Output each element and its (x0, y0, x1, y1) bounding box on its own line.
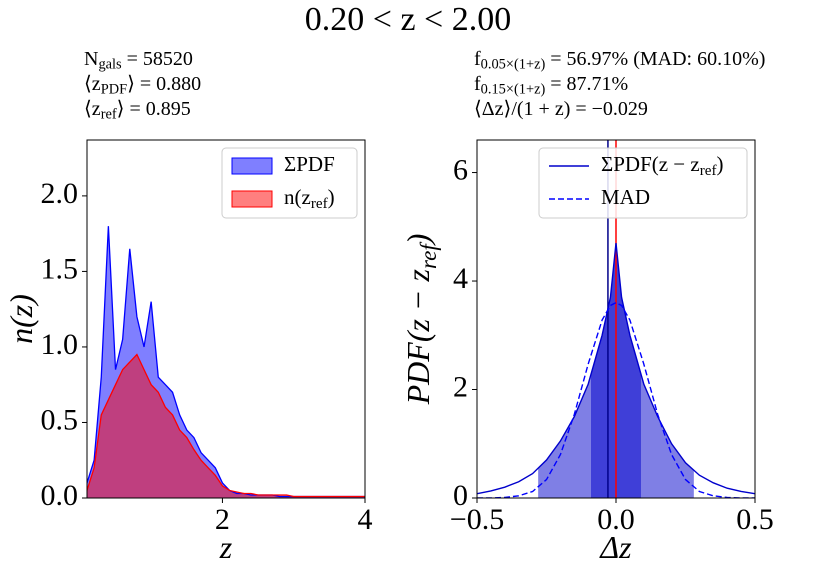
y-axis-label-part: n(z) (3, 294, 39, 344)
y-axis-label: PDF(z − zref) (400, 234, 441, 406)
legend-label-part: MAD (601, 185, 650, 209)
x-tick-label: −0.5 (450, 503, 504, 536)
x-axis-label: Δz (598, 529, 632, 565)
plot-area (87, 226, 365, 498)
y-tick-label: 2.0 (41, 177, 79, 210)
axes-frame (86, 139, 366, 499)
annotation-part: ⟩ = 0.895 (117, 98, 191, 120)
annotation-part: = 56.97% (MAD: 60.10%) (545, 48, 765, 70)
legend-swatch (231, 190, 273, 208)
line (87, 353, 365, 498)
legend-label-part: ) (328, 185, 335, 209)
annotation-part: ⟩ = 0.880 (127, 73, 201, 95)
annotation-part: = 58520 (122, 48, 193, 70)
y-axis-label-part: ref (415, 241, 441, 269)
y-tick-label: 2 (453, 370, 468, 403)
legend-label: ΣPDF (284, 152, 335, 176)
legend-label-part: ΣPDF (284, 152, 335, 176)
legend-box (538, 147, 748, 219)
figure-title: 0.20 < z < 2.00 (305, 1, 511, 38)
y-axis-label-part: ) (400, 234, 436, 247)
legend-label: MAD (601, 185, 650, 209)
annotation-part: gals (98, 57, 122, 73)
annotation: Ngals = 58520 (84, 48, 193, 73)
y-tick-label: 0.5 (41, 403, 79, 436)
annotation-part: ⟨z (84, 98, 101, 120)
legend-label: n(zref) (284, 185, 335, 213)
x-axis-label: z (219, 529, 233, 565)
annotation: f0.15×(1+z) = 87.71% (474, 73, 628, 98)
legend-label-part: ) (717, 152, 724, 176)
x-axis-label-part: Δz (598, 529, 632, 565)
annotation-part: ⟨z (84, 73, 101, 95)
y-tick-label: 1.5 (41, 252, 79, 285)
legend-label-part: n(z (284, 185, 311, 209)
annotation-part: ⟨Δz⟩/(1 + z) = −0.029 (474, 98, 648, 120)
annotation: ⟨zPDF⟩ = 0.880 (84, 73, 201, 98)
x-tick-label: 4 (358, 503, 373, 536)
y-tick-label: 0.0 (41, 479, 79, 512)
subplot: f0.05×(1+z) = 56.97% (MAD: 60.10%)f0.15×… (400, 48, 773, 566)
legend-label-part: ΣPDF(z − z (601, 152, 700, 176)
x-axis-label-part: z (219, 529, 233, 565)
y-tick-label: 0 (453, 479, 468, 512)
annotation: f0.05×(1+z) = 56.97% (MAD: 60.10%) (474, 48, 765, 73)
x-tick-label: 0.0 (597, 503, 635, 536)
annotation-part: PDF (101, 82, 127, 98)
legend-label-part: ref (700, 163, 718, 179)
y-tick-label: 6 (453, 153, 468, 186)
x-tick-label: 2 (215, 503, 230, 536)
annotation-part: 0.15×(1+z) (481, 82, 546, 98)
y-tick-label: 4 (453, 262, 468, 295)
annotation-part: f (474, 73, 481, 95)
legend-label-part: ref (311, 196, 329, 212)
line (477, 242, 755, 495)
x-tick-label: 0.5 (736, 503, 774, 536)
annotation-part: f (474, 48, 481, 70)
annotation-part: N (84, 48, 98, 70)
line (477, 301, 755, 498)
legend-swatch (231, 157, 273, 175)
annotation-part: 0.05×(1+z) (481, 57, 546, 73)
annotation: ⟨Δz⟩/(1 + z) = −0.029 (474, 98, 648, 120)
y-axis-label: n(z) (3, 294, 39, 344)
area-fill (87, 354, 365, 498)
annotation-part: = 87.71% (545, 73, 628, 95)
legend-label: ΣPDF(z − zref) (601, 152, 724, 180)
y-tick-label: 1.0 (41, 328, 79, 361)
annotation: ⟨zref⟩ = 0.895 (84, 98, 191, 123)
subplot: Ngals = 58520⟨zPDF⟩ = 0.880⟨zref⟩ = 0.89… (3, 48, 372, 566)
annotation-part: ref (101, 107, 117, 123)
y-axis-label-part: PDF(z − z (400, 268, 436, 405)
